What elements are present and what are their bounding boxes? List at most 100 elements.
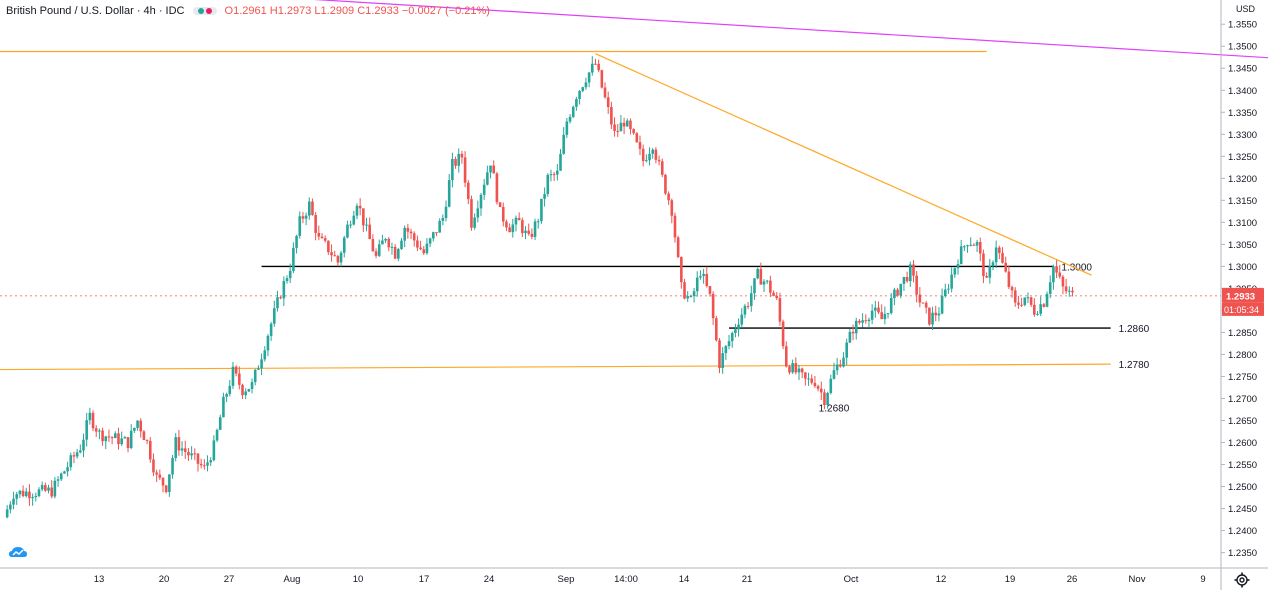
candle-body — [982, 253, 985, 277]
candle-body — [610, 106, 613, 125]
candle-body — [136, 420, 139, 428]
candle-body — [266, 335, 270, 351]
candle-body — [263, 350, 267, 360]
candle-body — [893, 289, 896, 299]
candle-body — [998, 247, 1001, 253]
candle-body — [397, 249, 400, 259]
candle-body — [148, 440, 152, 460]
candle-body — [517, 217, 521, 221]
candle-body — [447, 180, 451, 207]
candle-body — [807, 378, 810, 380]
candle-body — [680, 257, 683, 283]
candle-body — [333, 255, 337, 257]
x-tick-label: 24 — [484, 574, 495, 585]
candle-body — [1071, 290, 1074, 293]
candle-body — [444, 206, 448, 218]
candle-body — [619, 122, 623, 132]
candle-body — [9, 504, 12, 510]
candle-body — [994, 247, 998, 263]
candle-body — [495, 173, 499, 203]
candle-body — [940, 296, 944, 314]
candle-body — [282, 281, 286, 299]
y-tick-label: 1.3050 — [1228, 240, 1257, 251]
candle-body — [909, 264, 912, 282]
candle-body — [327, 240, 330, 253]
candle-body — [858, 320, 861, 323]
candle-body — [753, 278, 756, 294]
candle-body — [460, 153, 464, 158]
candle-body — [740, 314, 744, 325]
candle-body — [746, 305, 750, 307]
candle-body — [899, 283, 903, 296]
y-tick-label: 1.3100 — [1228, 218, 1257, 229]
candle-body — [145, 439, 149, 441]
candle-body — [536, 221, 540, 223]
candle-body — [686, 296, 689, 299]
candle-body — [715, 318, 718, 341]
candle-body — [104, 436, 108, 442]
candle-body — [524, 230, 527, 234]
candle-body — [883, 313, 887, 320]
candle-body — [880, 312, 883, 320]
x-tick-label: 9 — [1200, 574, 1205, 585]
candle-body — [368, 224, 371, 240]
candle-body — [454, 158, 457, 166]
x-tick-label: Oct — [844, 574, 859, 585]
candle-body — [425, 243, 429, 254]
candle-body — [826, 392, 829, 405]
candle-body — [851, 331, 855, 334]
candle-body — [273, 308, 276, 324]
symbol-title[interactable]: British Pound / U.S. Dollar · 4h · IDC — [6, 5, 185, 17]
candle-body — [823, 392, 826, 405]
candle-body — [301, 216, 305, 219]
candle-body — [1017, 302, 1020, 305]
candle-body — [44, 485, 47, 491]
gear-icon[interactable] — [1234, 572, 1250, 588]
candle-body — [912, 264, 915, 276]
candle-body — [247, 388, 251, 392]
candle-body — [1001, 252, 1004, 263]
candle-body — [1048, 282, 1052, 294]
price-badge — [1222, 287, 1264, 303]
candle-body — [5, 509, 9, 518]
candle-body — [438, 220, 441, 233]
candle-body — [155, 472, 158, 475]
candle-body — [950, 274, 953, 289]
candle-body — [937, 313, 941, 316]
candle-body — [257, 368, 260, 370]
y-tick-label: 1.3400 — [1228, 86, 1257, 97]
x-tick-label: 20 — [159, 574, 170, 585]
candle-body — [708, 286, 712, 294]
x-tick-label: Sep — [558, 574, 575, 585]
candle-body — [521, 220, 524, 234]
trend-line — [0, 363, 1111, 371]
candle-body — [972, 244, 976, 246]
candle-body — [479, 194, 483, 209]
price-badge-label: 1.2933 — [1226, 291, 1255, 302]
candle-body — [562, 134, 565, 154]
level-label: 1.3000 — [1061, 262, 1092, 273]
x-tick-label: Nov — [1129, 574, 1146, 585]
candle-body — [260, 359, 263, 369]
candle-body — [225, 394, 228, 397]
candle-body — [854, 320, 858, 334]
candle-body — [196, 453, 200, 464]
candle-body — [616, 130, 620, 132]
candle-body — [839, 364, 842, 367]
candle-body — [435, 232, 438, 234]
candle-body — [53, 480, 57, 497]
cloud-logo-icon[interactable] — [8, 544, 28, 562]
candle-body — [931, 312, 934, 325]
level-label: 1.2780 — [1119, 360, 1150, 371]
candle-body — [212, 440, 216, 461]
candle-body — [670, 200, 674, 216]
candle-body — [584, 82, 588, 88]
candle-body — [959, 246, 963, 265]
candle-body — [171, 457, 174, 475]
candle-body — [943, 289, 947, 297]
candle-body — [98, 430, 101, 432]
candle-body — [451, 158, 454, 181]
candle-body — [581, 87, 585, 91]
